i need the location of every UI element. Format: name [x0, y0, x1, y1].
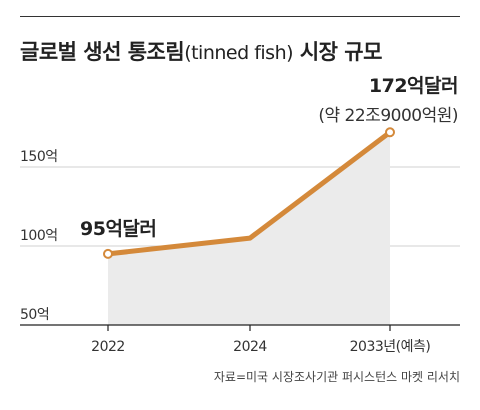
chart-title: 글로벌 생선 통조림(tinned fish) 시장 규모 [20, 36, 382, 66]
x-tick-label: 2033년(예측) [350, 339, 431, 355]
data-point-marker [385, 127, 395, 138]
chart-title-sub: (tinned fish) [184, 42, 294, 64]
area-fill [108, 132, 390, 325]
series-line [105, 129, 393, 257]
data-point-marker [103, 248, 113, 259]
x-tick-label: 2022 [91, 339, 125, 355]
data-label-end-sub: (약 22조9000억원) [318, 106, 458, 126]
y-tick-label: 100억 [20, 228, 58, 244]
data-label-end: 172억달러 [369, 75, 458, 97]
chart-title-tail: 시장 규모 [293, 40, 383, 64]
data-label-start: 95억달러 [80, 218, 156, 240]
source-note: 자료=미국 시장조사기관 퍼시스턴스 마켓 리서치 [213, 370, 460, 384]
top-rule [20, 16, 460, 17]
y-tick-label: 50억 [20, 307, 49, 323]
x-tick-label: 2024 [233, 339, 267, 355]
chart-title-main: 글로벌 생선 통조림 [20, 40, 185, 64]
y-tick-label: 150억 [20, 149, 58, 165]
